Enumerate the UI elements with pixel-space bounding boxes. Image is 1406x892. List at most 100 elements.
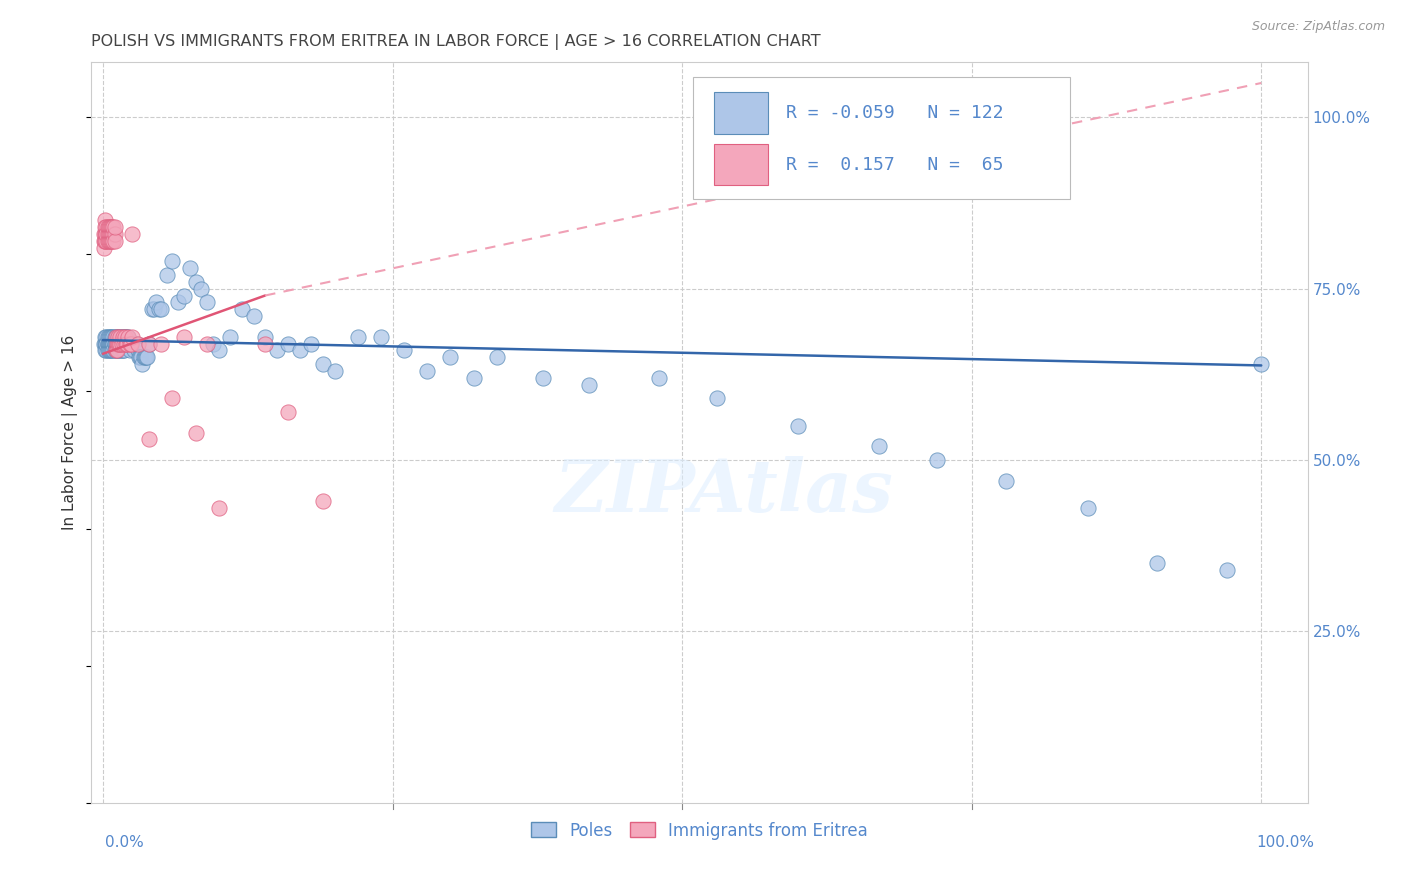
Point <box>127 343 149 358</box>
Point <box>96 219 118 234</box>
Point <box>105 336 128 351</box>
Point <box>138 336 160 351</box>
Point <box>195 336 218 351</box>
Point <box>96 227 118 241</box>
Point <box>531 371 554 385</box>
Point <box>98 227 121 241</box>
Point <box>105 336 128 351</box>
Point <box>149 302 172 317</box>
Point <box>108 336 131 351</box>
Point <box>94 234 117 248</box>
Point <box>111 343 134 358</box>
Point <box>97 227 120 241</box>
Point <box>115 336 138 351</box>
Point <box>107 336 129 351</box>
Point <box>138 433 160 447</box>
Point <box>103 234 125 248</box>
Point <box>110 336 132 351</box>
Point <box>110 329 132 343</box>
Point <box>117 329 139 343</box>
Point <box>100 343 122 358</box>
Point <box>94 227 117 241</box>
Point <box>97 329 120 343</box>
Point <box>96 343 118 358</box>
Point <box>122 343 145 358</box>
Point <box>134 350 156 364</box>
Point <box>104 329 127 343</box>
Point <box>103 343 125 358</box>
Point <box>114 336 136 351</box>
FancyBboxPatch shape <box>714 144 768 186</box>
Point <box>120 336 142 351</box>
Point <box>97 336 120 351</box>
Point <box>231 302 253 317</box>
Point <box>101 234 124 248</box>
Point <box>648 371 671 385</box>
Point <box>103 219 125 234</box>
Point <box>93 227 115 241</box>
Point <box>108 329 131 343</box>
Point <box>115 336 138 351</box>
Point <box>111 329 134 343</box>
Point <box>184 275 207 289</box>
Point <box>370 329 392 343</box>
Point <box>94 336 117 351</box>
Point <box>925 453 948 467</box>
Point <box>103 329 125 343</box>
Point <box>208 501 231 516</box>
Point <box>94 213 117 227</box>
Point <box>112 336 135 351</box>
Point <box>112 329 135 343</box>
Point <box>167 295 190 310</box>
Point <box>101 329 124 343</box>
Text: POLISH VS IMMIGRANTS FROM ERITREA IN LABOR FORCE | AGE > 16 CORRELATION CHART: POLISH VS IMMIGRANTS FROM ERITREA IN LAB… <box>91 34 821 50</box>
Text: 0.0%: 0.0% <box>105 836 145 850</box>
Point <box>96 336 118 351</box>
Point <box>101 343 124 358</box>
Point <box>118 336 141 351</box>
Point <box>148 302 170 317</box>
Text: Source: ZipAtlas.com: Source: ZipAtlas.com <box>1251 20 1385 33</box>
Point <box>103 336 125 351</box>
Point <box>136 350 159 364</box>
Point <box>100 336 122 351</box>
Point <box>219 329 242 343</box>
Point <box>122 336 145 351</box>
Point <box>103 343 125 358</box>
Point <box>105 343 128 358</box>
Point <box>117 336 139 351</box>
Point <box>94 329 117 343</box>
Point <box>100 227 122 241</box>
Point <box>277 336 299 351</box>
Point <box>98 336 121 351</box>
Point <box>190 282 212 296</box>
Point <box>104 329 127 343</box>
Point <box>103 329 125 343</box>
Point <box>98 336 121 351</box>
Point <box>108 336 131 351</box>
Point <box>463 371 485 385</box>
Point <box>1250 357 1272 371</box>
Point <box>97 343 120 358</box>
Point <box>127 336 149 351</box>
Point <box>100 234 122 248</box>
Point <box>121 227 143 241</box>
Text: R = -0.059   N = 122: R = -0.059 N = 122 <box>786 103 1004 122</box>
Point <box>111 336 134 351</box>
Point <box>149 336 172 351</box>
Point <box>97 234 120 248</box>
FancyBboxPatch shape <box>714 92 768 134</box>
Point <box>416 364 439 378</box>
Point <box>125 336 148 351</box>
Point <box>1146 556 1168 570</box>
Point <box>98 234 121 248</box>
Point <box>288 343 311 358</box>
Point <box>162 392 184 406</box>
Point <box>111 329 134 343</box>
Point <box>138 336 160 351</box>
Point <box>392 343 415 358</box>
Point <box>108 343 131 358</box>
Point <box>312 357 335 371</box>
Point <box>107 329 129 343</box>
Point <box>94 219 117 234</box>
